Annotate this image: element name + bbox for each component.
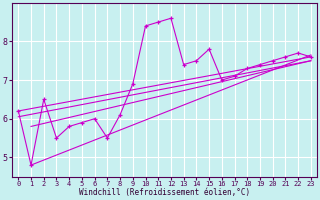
X-axis label: Windchill (Refroidissement éolien,°C): Windchill (Refroidissement éolien,°C) — [79, 188, 250, 197]
